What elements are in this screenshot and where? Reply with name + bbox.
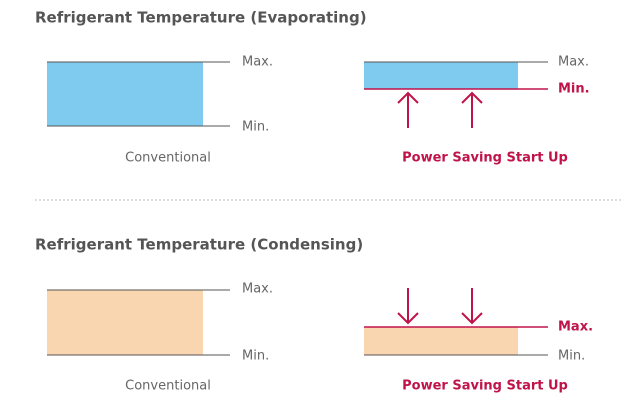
max-label: Max. — [242, 282, 273, 297]
max-label: Max. — [558, 320, 593, 335]
range-box — [364, 62, 518, 89]
min-label: Min. — [242, 349, 269, 364]
min-label: Min. — [242, 120, 269, 135]
caption: Conventional — [125, 151, 211, 166]
min-label: Min. — [558, 349, 585, 364]
caption: Power Saving Start Up — [402, 379, 568, 394]
section-title: Refrigerant Temperature (Condensing) — [35, 236, 363, 254]
max-label: Max. — [558, 55, 589, 70]
max-label: Max. — [242, 55, 273, 70]
caption: Conventional — [125, 379, 211, 394]
caption: Power Saving Start Up — [402, 151, 568, 166]
range-box — [364, 327, 518, 355]
down-arrows — [397, 288, 483, 325]
up-arrows — [397, 91, 483, 128]
min-label: Min. — [558, 82, 590, 97]
range-box — [47, 290, 203, 355]
range-box — [47, 62, 203, 126]
section-title: Refrigerant Temperature (Evaporating) — [35, 9, 367, 27]
